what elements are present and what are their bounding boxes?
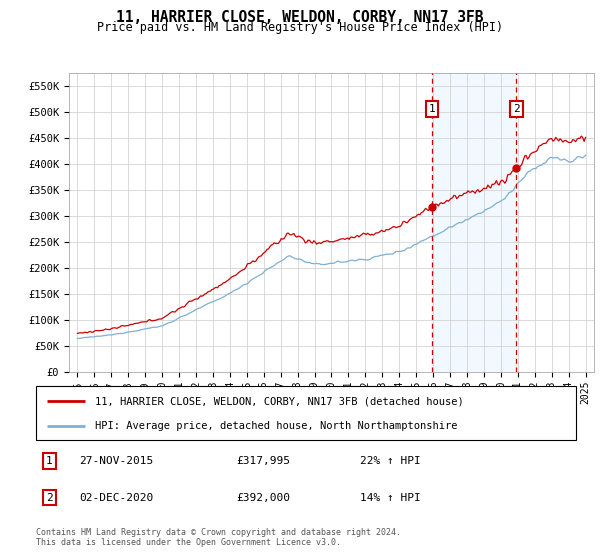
Text: £317,995: £317,995 [236,456,290,466]
Text: 27-NOV-2015: 27-NOV-2015 [79,456,154,466]
Text: 2: 2 [513,104,520,114]
Text: 1: 1 [46,456,53,466]
Text: 1: 1 [428,104,435,114]
Text: 14% ↑ HPI: 14% ↑ HPI [360,493,421,503]
Bar [432,73,517,372]
Text: 22% ↑ HPI: 22% ↑ HPI [360,456,421,466]
Text: 11, HARRIER CLOSE, WELDON, CORBY, NN17 3FB (detached house): 11, HARRIER CLOSE, WELDON, CORBY, NN17 3… [95,396,464,407]
Text: HPI: Average price, detached house, North Northamptonshire: HPI: Average price, detached house, Nort… [95,421,458,431]
FancyBboxPatch shape [36,386,576,440]
Text: Contains HM Land Registry data © Crown copyright and database right 2024.
This d: Contains HM Land Registry data © Crown c… [36,528,401,547]
Text: 02-DEC-2020: 02-DEC-2020 [79,493,154,503]
Text: 2: 2 [46,493,53,503]
Text: £392,000: £392,000 [236,493,290,503]
Text: 11, HARRIER CLOSE, WELDON, CORBY, NN17 3FB: 11, HARRIER CLOSE, WELDON, CORBY, NN17 3… [116,10,484,25]
Text: Price paid vs. HM Land Registry's House Price Index (HPI): Price paid vs. HM Land Registry's House … [97,21,503,34]
